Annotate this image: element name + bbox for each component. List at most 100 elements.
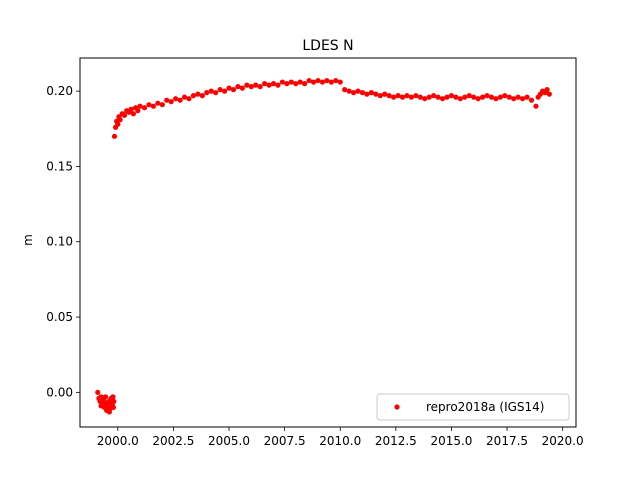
data-point (235, 84, 241, 90)
data-point (164, 97, 170, 103)
data-point (471, 94, 477, 100)
data-point (475, 96, 481, 102)
data-point (288, 79, 294, 85)
data-point (391, 94, 397, 100)
data-point (302, 81, 308, 87)
data-point (544, 87, 550, 93)
data-point (128, 106, 134, 112)
data-point (110, 394, 116, 400)
data-points (95, 77, 552, 415)
data-point (284, 81, 290, 87)
data-point (217, 87, 223, 93)
data-point (546, 91, 552, 97)
data-point (493, 96, 499, 102)
data-point (435, 94, 441, 100)
data-point (408, 94, 415, 100)
x-tick-label: 2015.0 (430, 434, 472, 448)
data-point (315, 77, 321, 84)
data-point (479, 94, 486, 100)
data-point (520, 96, 526, 102)
data-point (337, 79, 343, 85)
data-point (117, 117, 123, 123)
data-point (275, 82, 281, 88)
data-point (386, 93, 392, 99)
data-point (497, 94, 503, 100)
data-point (173, 96, 179, 102)
data-point (244, 82, 250, 88)
data-point (279, 79, 286, 85)
data-point (448, 93, 455, 99)
data-point (253, 82, 259, 88)
data-point (155, 100, 161, 106)
data-point (121, 112, 128, 118)
data-point (328, 79, 334, 85)
data-point (444, 94, 450, 100)
data-point (484, 93, 490, 99)
data-point (395, 93, 401, 99)
data-point (195, 91, 201, 97)
data-point (190, 93, 197, 99)
data-point (306, 77, 312, 84)
x-tick-label: 2020.0 (542, 434, 584, 448)
legend-marker (394, 404, 400, 410)
data-point (310, 79, 317, 85)
data-point (426, 94, 432, 100)
data-point (150, 103, 156, 109)
data-point (239, 85, 245, 91)
x-tick-label: 2002.5 (152, 434, 194, 448)
data-point (204, 90, 210, 96)
data-point (399, 94, 406, 100)
data-point (213, 90, 219, 96)
data-point (248, 84, 254, 90)
data-point (130, 111, 136, 117)
y-axis-label: m (21, 234, 35, 246)
legend-label: repro2018a (IGS14) (426, 400, 544, 414)
data-point (333, 77, 339, 84)
data-point (382, 91, 388, 97)
data-point (135, 108, 141, 114)
data-point (102, 394, 109, 400)
data-point (431, 93, 437, 99)
data-point (422, 96, 428, 102)
data-point (226, 85, 232, 91)
x-tick-label: 2017.5 (486, 434, 528, 448)
data-point (177, 97, 183, 103)
data-point (115, 121, 121, 127)
data-point (168, 99, 174, 105)
data-point (368, 90, 374, 96)
data-point (488, 94, 495, 100)
data-point (528, 97, 535, 103)
data-point (453, 94, 459, 100)
data-point (319, 79, 326, 85)
data-point (413, 93, 419, 99)
data-point (137, 103, 143, 109)
data-point (111, 133, 118, 139)
data-point (417, 94, 423, 100)
data-point (159, 102, 165, 108)
legend: repro2018a (IGS14) (376, 393, 570, 421)
data-point (502, 93, 508, 99)
data-point (404, 93, 410, 99)
data-point (98, 403, 104, 409)
y-tick-label: 0.10 (46, 235, 73, 249)
data-point (373, 91, 379, 97)
x-tick-label: 2007.5 (264, 434, 306, 448)
x-tick-label: 2005.0 (208, 434, 250, 448)
data-point (359, 90, 366, 96)
y-tick-label: 0.00 (46, 385, 73, 399)
data-point (466, 93, 472, 99)
data-point (208, 88, 214, 94)
data-point (221, 88, 228, 94)
legend-box (376, 393, 570, 421)
data-point (515, 94, 521, 100)
data-point (355, 88, 361, 94)
data-point (257, 84, 263, 90)
data-point (270, 81, 277, 87)
data-point (297, 79, 303, 85)
data-point (262, 81, 268, 87)
plot-frame (79, 57, 577, 428)
x-tick-label: 2000.0 (97, 434, 139, 448)
y-tick-label: 0.05 (46, 310, 73, 324)
data-point (506, 94, 512, 100)
data-point (110, 404, 116, 411)
